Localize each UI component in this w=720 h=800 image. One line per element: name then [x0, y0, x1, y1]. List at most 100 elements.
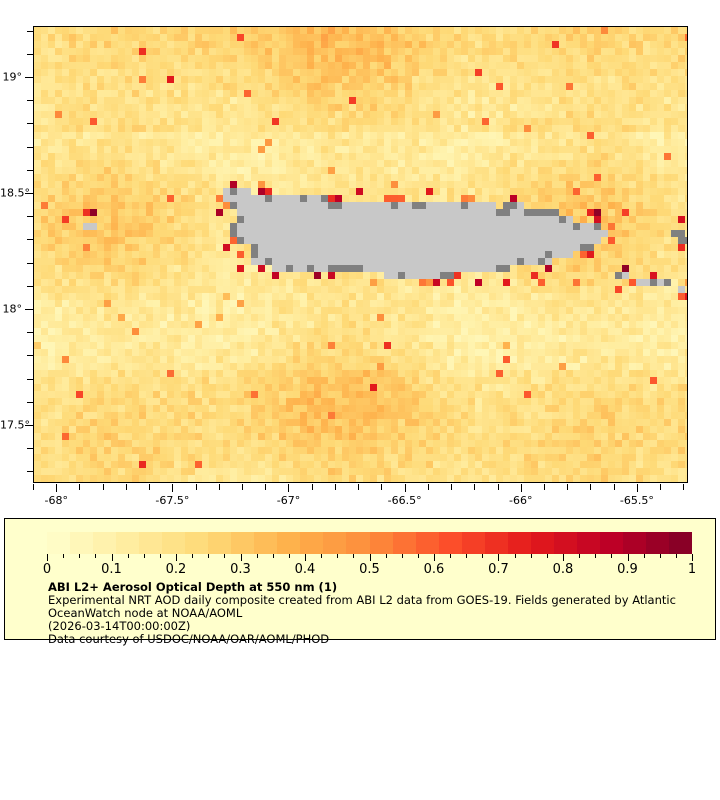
colorbar-tick	[337, 554, 338, 558]
y-axis-tick	[25, 193, 33, 194]
colorbar-tick	[676, 554, 677, 558]
colorbar-tick	[450, 554, 451, 558]
map-plot-area[interactable]	[33, 26, 688, 483]
y-axis-tick	[27, 263, 33, 264]
colorbar-tick	[418, 554, 419, 558]
colorbar-tick	[176, 554, 177, 561]
colorbar-tick	[692, 554, 693, 561]
x-axis-tick	[335, 484, 336, 490]
colorbar-ticks	[47, 554, 693, 563]
x-axis-tick	[637, 484, 638, 492]
colorbar-tick	[547, 554, 548, 558]
colorbar-tick	[160, 554, 161, 558]
colorbar-tick	[644, 554, 645, 558]
colorbar-tick	[273, 554, 274, 558]
y-axis-tick	[27, 471, 33, 472]
x-axis-tick	[126, 484, 127, 490]
colorbar-tick	[257, 554, 258, 558]
colorbar-tick	[531, 554, 532, 558]
colorbar-tick	[47, 554, 48, 561]
caption-block: ABI L2+ Aerosol Optical Depth at 550 nm …	[48, 581, 708, 646]
colorbar-label: 0.8	[552, 562, 574, 577]
x-axis-label: -67°	[276, 494, 301, 507]
x-axis-tick	[103, 484, 104, 490]
caption-line-4: Data courtesy of USDOC/NOAA/OAR/AOML/PHO…	[48, 632, 330, 646]
x-axis-tick	[265, 484, 266, 490]
colorbar-label: 0.2	[165, 562, 187, 577]
x-axis-label: -66°	[509, 494, 533, 507]
x-axis-tick	[196, 484, 197, 490]
colorbar-tick	[289, 554, 290, 558]
x-axis-tick	[312, 484, 313, 490]
x-axis-tick	[474, 484, 475, 490]
x-axis-label: -68°	[44, 494, 68, 507]
colorbar-tick	[579, 554, 580, 558]
y-axis-tick	[27, 448, 33, 449]
x-axis-tick	[79, 484, 80, 490]
colorbar-gradient	[47, 532, 692, 554]
y-axis-label: 19°	[2, 70, 23, 84]
x-axis-tick	[358, 484, 359, 490]
colorbar-tick	[192, 554, 193, 558]
colorbar-tick	[611, 554, 612, 558]
colorbar-tick	[660, 554, 661, 558]
colorbar-tick	[79, 554, 80, 558]
y-axis-label: 18°	[2, 302, 23, 316]
colorbar-label: 0.4	[294, 562, 316, 577]
colorbar-label: 0.5	[359, 562, 380, 577]
y-axis-tick	[27, 355, 33, 356]
legend-panel: 0 0.1 0.2 0.3 0.4 0.5 0.6 0.7 0.8 0.9 1 ABI L2+ Ae…	[4, 518, 716, 646]
x-axis-tick	[381, 484, 382, 490]
x-axis-tick	[149, 484, 150, 490]
y-axis-tick	[27, 402, 33, 403]
colorbar-tick	[321, 554, 322, 558]
x-axis-tick	[428, 484, 429, 490]
y-axis-label: 17.5°	[0, 418, 30, 432]
y-axis-tick	[27, 170, 33, 171]
caption-title: ABI L2+ Aerosol Optical Depth at 550 nm …	[48, 580, 338, 594]
x-axis-tick	[242, 484, 243, 490]
x-axis-tick	[521, 484, 522, 492]
colorbar-label: 0.1	[101, 562, 122, 577]
x-axis-tick	[172, 484, 173, 492]
x-axis-tick	[590, 484, 591, 490]
x-axis-tick	[33, 484, 34, 490]
colorbar-tick	[595, 554, 596, 558]
x-axis-tick	[219, 484, 220, 490]
y-axis-tick	[27, 31, 33, 32]
colorbar-tick	[563, 554, 564, 561]
y-axis-tick	[27, 332, 33, 333]
colorbar[interactable]	[47, 532, 692, 554]
colorbar-label: 0.7	[488, 562, 509, 577]
y-axis-tick	[25, 309, 33, 310]
colorbar-tick	[515, 554, 516, 558]
colorbar-tick	[402, 554, 403, 558]
colorbar-tick	[224, 554, 225, 558]
colorbar-label: 0.6	[423, 562, 445, 577]
colorbar-tick	[241, 554, 242, 561]
colorbar-tick	[208, 554, 209, 558]
y-axis-tick	[27, 286, 33, 287]
y-axis-tick	[27, 239, 33, 240]
y-axis-tick	[27, 379, 33, 380]
x-axis-tick	[288, 484, 289, 492]
y-axis-label: 18.5°	[0, 186, 30, 200]
colorbar-tick	[95, 554, 96, 558]
x-axis-tick	[451, 484, 452, 490]
y-axis-tick	[27, 147, 33, 148]
colorbar-tick-labels: 0 0.1 0.2 0.3 0.4 0.5 0.6 0.7 0.8 0.9 1	[43, 562, 696, 578]
x-axis-label: -65.5°	[619, 494, 654, 507]
colorbar-label: 0	[42, 562, 52, 577]
colorbar-label: 0.3	[230, 562, 251, 577]
caption-line-3: (2026-03-14T00:00:00Z)	[48, 619, 191, 633]
x-axis-tick	[660, 484, 661, 490]
aod-raster-layer	[34, 27, 687, 482]
colorbar-tick	[112, 554, 113, 561]
y-axis-tick	[27, 123, 33, 124]
colorbar-label: 1	[687, 562, 697, 577]
colorbar-tick	[353, 554, 354, 558]
colorbar-tick	[466, 554, 467, 558]
colorbar-tick	[628, 554, 629, 561]
x-axis-tick	[567, 484, 568, 490]
